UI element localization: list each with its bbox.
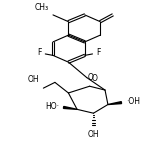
Text: CH₃: CH₃ <box>35 3 49 12</box>
Polygon shape <box>63 107 77 109</box>
Text: ·OH: ·OH <box>126 97 140 106</box>
Text: OH: OH <box>28 75 39 84</box>
Text: O: O <box>92 74 97 83</box>
Polygon shape <box>108 102 122 104</box>
Text: HO·: HO· <box>45 102 59 111</box>
Text: O: O <box>88 73 94 82</box>
Text: OH: OH <box>88 130 99 139</box>
Text: F: F <box>96 48 101 57</box>
Text: F: F <box>37 48 41 57</box>
